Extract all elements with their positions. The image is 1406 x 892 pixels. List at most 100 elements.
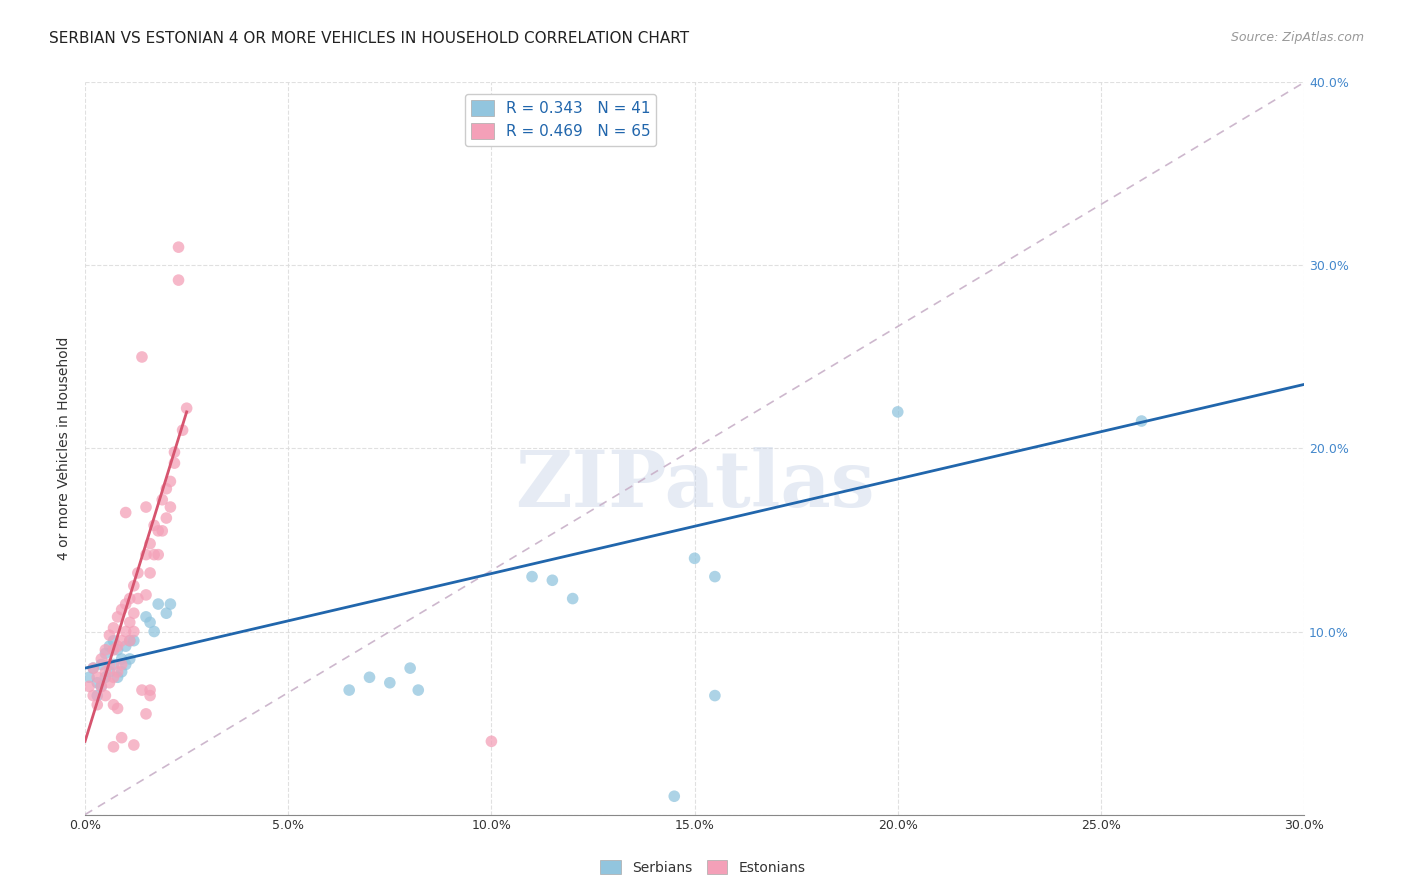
Point (90, 657, 112, 672)
Point (159, 500, 181, 514)
Point (127, 591, 149, 606)
Point (399, 661, 422, 675)
Point (150, 492, 173, 507)
Point (98, 639, 121, 653)
Point (172, 423, 194, 437)
Point (135, 548, 157, 562)
Point (107, 642, 129, 657)
Point (887, 405, 910, 419)
Point (163, 456, 186, 470)
Point (114, 624, 136, 639)
Point (337, 683, 360, 698)
Point (111, 602, 134, 616)
Point (98, 675, 121, 690)
Legend: R = 0.343   N = 41, R = 0.469   N = 65: R = 0.343 N = 41, R = 0.469 N = 65 (464, 94, 657, 145)
Point (135, 588, 157, 602)
Y-axis label: 4 or more Vehicles in Household: 4 or more Vehicles in Household (58, 337, 72, 560)
Point (139, 615, 162, 630)
Text: SERBIAN VS ESTONIAN 4 OR MORE VEHICLES IN HOUSEHOLD CORRELATION CHART: SERBIAN VS ESTONIAN 4 OR MORE VEHICLES I… (49, 31, 689, 46)
Point (520, 569, 543, 583)
Point (139, 536, 162, 550)
Point (107, 701, 129, 715)
Point (103, 739, 125, 754)
Point (111, 652, 134, 666)
Text: Source: ZipAtlas.com: Source: ZipAtlas.com (1230, 31, 1364, 45)
Point (176, 401, 198, 416)
Point (359, 670, 381, 684)
Point (103, 621, 125, 635)
Point (155, 606, 177, 620)
Point (86, 698, 108, 712)
Point (98, 628, 121, 642)
Point (664, 789, 686, 804)
Point (103, 633, 125, 648)
Point (1130, 414, 1153, 428)
Point (77, 680, 100, 694)
Point (143, 518, 166, 533)
Point (90, 652, 112, 666)
Point (86, 689, 108, 703)
Point (135, 706, 157, 721)
Point (122, 579, 145, 593)
Point (94, 665, 117, 679)
Point (131, 350, 153, 364)
Point (143, 624, 166, 639)
Point (122, 624, 145, 639)
Point (82, 689, 104, 703)
Point (94, 647, 117, 661)
Point (82, 661, 104, 675)
Point (135, 610, 157, 624)
Point (139, 683, 162, 698)
Point (148, 524, 170, 538)
Point (122, 633, 145, 648)
Point (86, 675, 108, 690)
Point (111, 731, 134, 745)
Point (107, 670, 129, 684)
Point (118, 652, 141, 666)
Point (77, 670, 100, 684)
Point (111, 657, 134, 672)
Point (111, 665, 134, 679)
Point (163, 445, 186, 459)
Point (150, 524, 173, 538)
Point (82, 661, 104, 675)
Point (94, 670, 117, 684)
Point (159, 475, 181, 489)
Point (561, 591, 583, 606)
Point (114, 657, 136, 672)
Point (378, 675, 401, 690)
Point (481, 734, 503, 748)
Point (127, 566, 149, 580)
Text: ZIPatlas: ZIPatlas (515, 447, 875, 523)
Point (135, 500, 157, 514)
Point (103, 698, 125, 712)
Point (167, 273, 190, 287)
Point (148, 548, 170, 562)
Point (107, 665, 129, 679)
Point (94, 689, 117, 703)
Point (131, 683, 153, 698)
Point (114, 506, 136, 520)
Point (111, 633, 134, 648)
Point (98, 657, 121, 672)
Point (122, 606, 145, 620)
Point (118, 615, 141, 630)
Point (103, 657, 125, 672)
Point (114, 639, 136, 653)
Point (90, 680, 112, 694)
Point (703, 689, 725, 703)
Point (159, 597, 181, 611)
Point (86, 670, 108, 684)
Point (155, 511, 177, 525)
Point (703, 569, 725, 583)
Legend: Serbians, Estonians: Serbians, Estonians (595, 855, 811, 880)
Point (122, 738, 145, 752)
Point (107, 610, 129, 624)
Point (406, 683, 429, 698)
Point (148, 597, 170, 611)
Point (107, 639, 129, 653)
Point (90, 680, 112, 694)
Point (118, 633, 141, 648)
Point (139, 566, 162, 580)
Point (167, 240, 190, 254)
